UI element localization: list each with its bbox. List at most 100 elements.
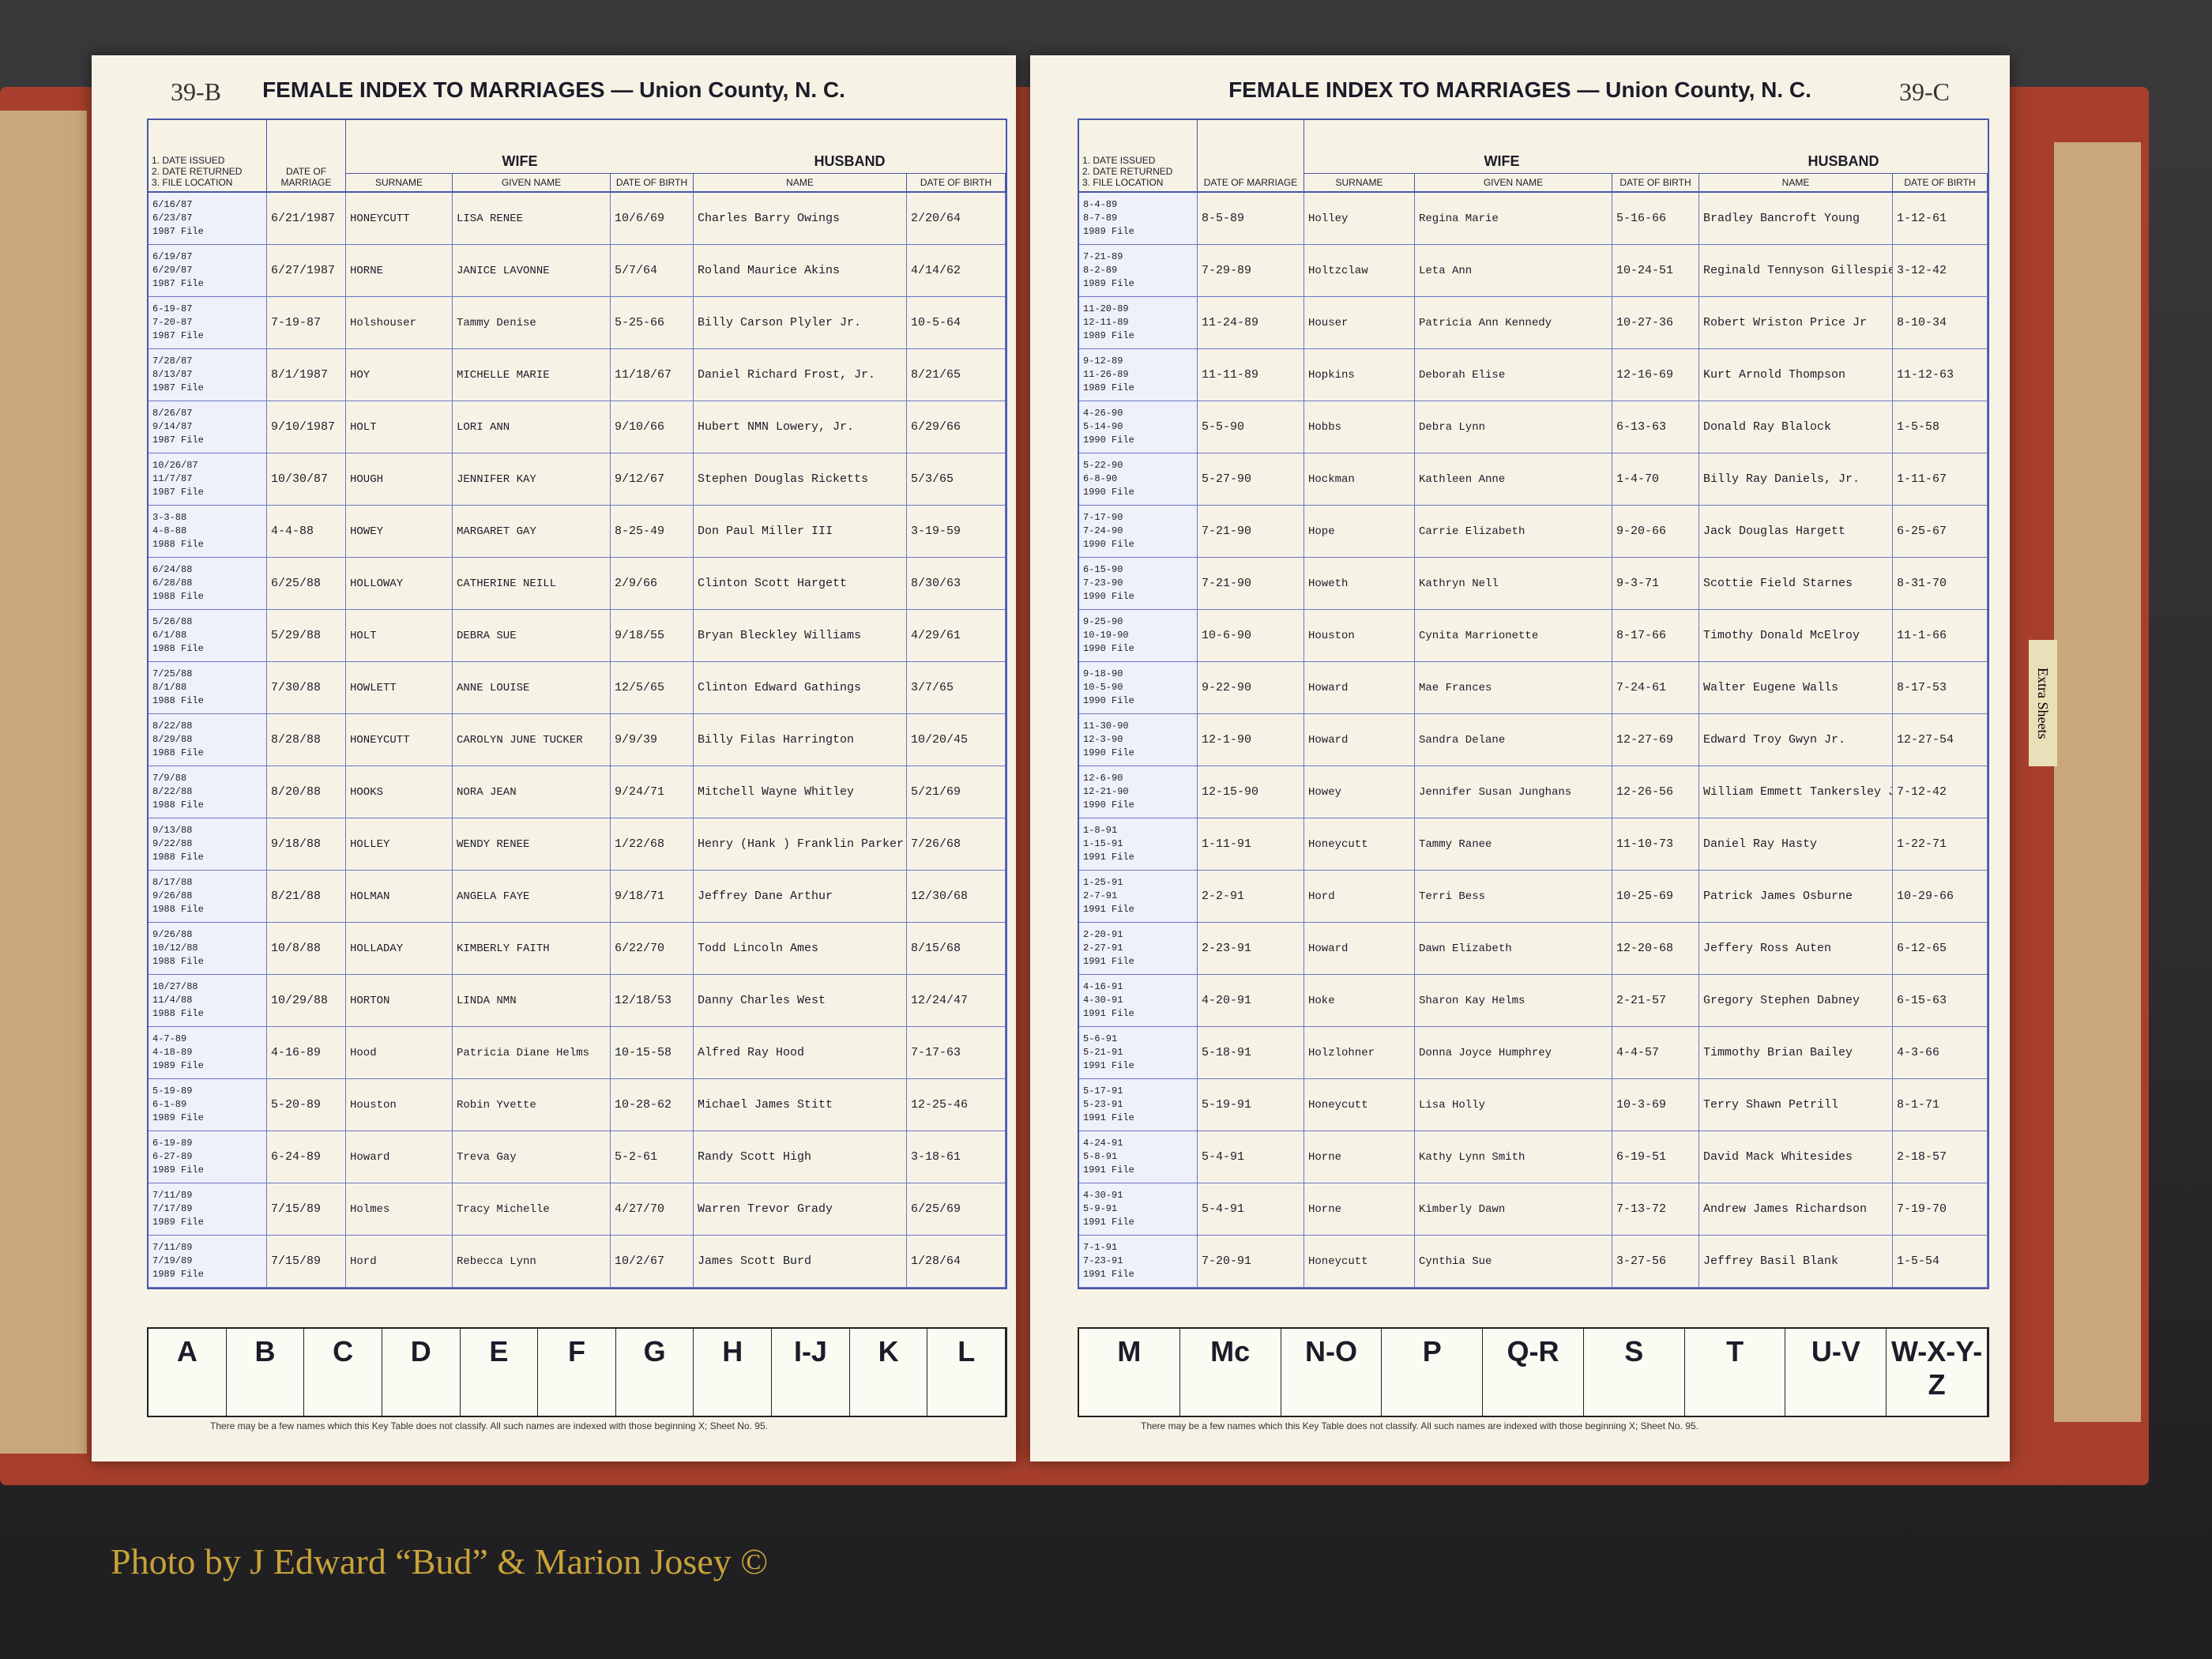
index-row: 6-19-89 6-27-89 1989 File 6-24-89 Howard Trev… — [149, 1131, 1006, 1183]
wife-dob: 8-25-49 — [611, 506, 694, 557]
husband-dob: 3-19-59 — [907, 506, 1006, 557]
file-line: 1987 File — [152, 278, 204, 289]
file-line: 2-20-91 — [1083, 929, 1123, 940]
ledger-page: FEMALE INDEX TO MARRIAGES — Union County… — [1030, 55, 2010, 1462]
surname: Houser — [1304, 297, 1415, 348]
file-line: 1990 File — [1083, 695, 1134, 706]
marriage: 5-27-90 — [1198, 453, 1304, 505]
file-line: 1990 File — [1083, 487, 1134, 498]
husband-dob: 3-12-42 — [1893, 245, 1988, 296]
wife-dob: 10/6/69 — [611, 193, 694, 244]
key-letter: K — [850, 1329, 928, 1416]
header-cell: NAME — [694, 174, 907, 191]
table-header: 1. DATE ISSUED 2. DATE RETURNED 3. FILE LO… — [1079, 120, 1988, 193]
husband-dob: 4/14/62 — [907, 245, 1006, 296]
surname: Honeycutt — [1304, 1079, 1415, 1130]
marriage: 6/27/1987 — [267, 245, 346, 296]
index-row: 2-20-91 2-27-91 1991 File 2-23-91 Howard Dawn… — [1079, 923, 1988, 975]
file-location: 7/11/89 7/19/89 1989 File — [149, 1236, 267, 1287]
file-location: 6-15-90 7-23-90 1990 File — [1079, 558, 1198, 609]
file-line: 10/26/87 — [152, 460, 198, 471]
wife-dob: 9/18/71 — [611, 871, 694, 922]
given: Tammy Denise — [453, 297, 611, 348]
header-group: WIFE SURNAME GIVEN NAME DATE OF BIRTH — [346, 120, 694, 191]
given: JENNIFER KAY — [453, 453, 611, 505]
marriage: 11-11-89 — [1198, 349, 1304, 401]
file-line: 7-1-91 — [1083, 1242, 1118, 1253]
marriage: 11-24-89 — [1198, 297, 1304, 348]
wife-dob: 11-10-73 — [1612, 818, 1699, 870]
header-group: HUSBAND NAME DATE OF BIRTH — [694, 120, 1006, 191]
index-row: 1-25-91 2-7-91 1991 File 2-2-91 Hord Terri Be… — [1079, 871, 1988, 923]
wife-dob: 10-15-58 — [611, 1027, 694, 1078]
husband: James Scott Burd — [694, 1236, 907, 1287]
file-line: 4-7-89 — [152, 1033, 187, 1044]
husband-dob: 6-25-67 — [1893, 506, 1988, 557]
key-letter: H — [694, 1329, 773, 1416]
file-line: 1987 File — [152, 434, 204, 446]
surname: HOLLOWAY — [346, 558, 453, 609]
file-location: 4-26-90 5-14-90 1990 File — [1079, 401, 1198, 453]
given: NORA JEAN — [453, 766, 611, 818]
index-row: 12-6-90 12-21-90 1990 File 12-15-90 Howey Jen… — [1079, 766, 1988, 818]
file-location: 5-6-91 5-21-91 1991 File — [1079, 1027, 1198, 1078]
index-table: 1. DATE ISSUED 2. DATE RETURNED 3. FILE LO… — [147, 118, 1007, 1289]
file-line: 6-19-87 — [152, 303, 193, 314]
wife-dob: 2/9/66 — [611, 558, 694, 609]
file-line: 9/26/88 — [152, 929, 193, 940]
book-edge — [0, 111, 87, 1454]
given: Cynita Marrionette — [1415, 610, 1612, 661]
file-line: 3-3-88 — [152, 512, 187, 523]
husband-dob: 1/28/64 — [907, 1236, 1006, 1287]
surname: Holley — [1304, 193, 1415, 244]
given: Dawn Elizabeth — [1415, 923, 1612, 974]
page-title: FEMALE INDEX TO MARRIAGES — Union County… — [262, 77, 845, 102]
marriage: 5/29/88 — [267, 610, 346, 661]
husband: Jeffery Ross Auten — [1699, 923, 1893, 974]
wife-dob: 1/22/68 — [611, 818, 694, 870]
marriage: 5-4-91 — [1198, 1183, 1304, 1235]
file-line: 6/1/88 — [152, 630, 187, 641]
header-row: SURNAME GIVEN NAME DATE OF BIRTH — [1304, 173, 1699, 191]
husband-dob: 2-18-57 — [1893, 1131, 1988, 1183]
header-cell: 1. DATE ISSUED 2. DATE RETURNED 3. FILE LO… — [149, 120, 267, 191]
index-row: 6/24/88 6/28/88 1988 File 6/25/88 HOLLOWAY CA… — [149, 558, 1006, 610]
file-location: 9/26/88 10/12/88 1988 File — [149, 923, 267, 974]
key-letter: Q-R — [1483, 1329, 1584, 1416]
wife-dob: 12-27-69 — [1612, 714, 1699, 766]
husband-dob: 12/30/68 — [907, 871, 1006, 922]
index-row: 9/13/88 9/22/88 1988 File 9/18/88 HOLLEY WEND… — [149, 818, 1006, 871]
file-line: 4-26-90 — [1083, 408, 1123, 419]
given: MARGARET GAY — [453, 506, 611, 557]
husband-dob: 11-12-63 — [1893, 349, 1988, 401]
marriage: 7-20-91 — [1198, 1236, 1304, 1287]
husband-dob: 7-17-63 — [907, 1027, 1006, 1078]
husband-dob: 4/29/61 — [907, 610, 1006, 661]
file-line: 8-7-89 — [1083, 213, 1118, 224]
file-line: 4-24-91 — [1083, 1138, 1123, 1149]
husband: Stephen Douglas Ricketts — [694, 453, 907, 505]
file-line: 9/22/88 — [152, 838, 193, 849]
file-location: 9-18-90 10-5-90 1990 File — [1079, 662, 1198, 713]
wife-dob: 4-4-57 — [1612, 1027, 1699, 1078]
marriage: 6-24-89 — [267, 1131, 346, 1183]
surname: Houston — [346, 1079, 453, 1130]
file-location: 8/17/88 9/26/88 1988 File — [149, 871, 267, 922]
marriage: 5-19-91 — [1198, 1079, 1304, 1130]
husband-dob: 8/30/63 — [907, 558, 1006, 609]
file-line: 9-12-89 — [1083, 356, 1123, 367]
husband: Timothy Donald McElroy — [1699, 610, 1893, 661]
surname: HOLLADAY — [346, 923, 453, 974]
husband: Clinton Edward Gathings — [694, 662, 907, 713]
given: Kathy Lynn Smith — [1415, 1131, 1612, 1183]
index-row: 4-7-89 4-18-89 1989 File 4-16-89 Hood Patrici… — [149, 1027, 1006, 1079]
key-letter: N-O — [1281, 1329, 1382, 1416]
given: DEBRA SUE — [453, 610, 611, 661]
file-location: 5-19-89 6-1-89 1989 File — [149, 1079, 267, 1130]
file-line: 4-16-91 — [1083, 981, 1123, 992]
credit: Photo by J Edward “Bud” & Marion Josey © — [111, 1541, 769, 1582]
index-row: 7/28/87 8/13/87 1987 File 8/1/1987 HOY MICHEL… — [149, 349, 1006, 401]
surname: Horne — [1304, 1131, 1415, 1183]
file-line: 1989 File — [152, 1164, 204, 1176]
file-line: 9-18-90 — [1083, 668, 1123, 679]
